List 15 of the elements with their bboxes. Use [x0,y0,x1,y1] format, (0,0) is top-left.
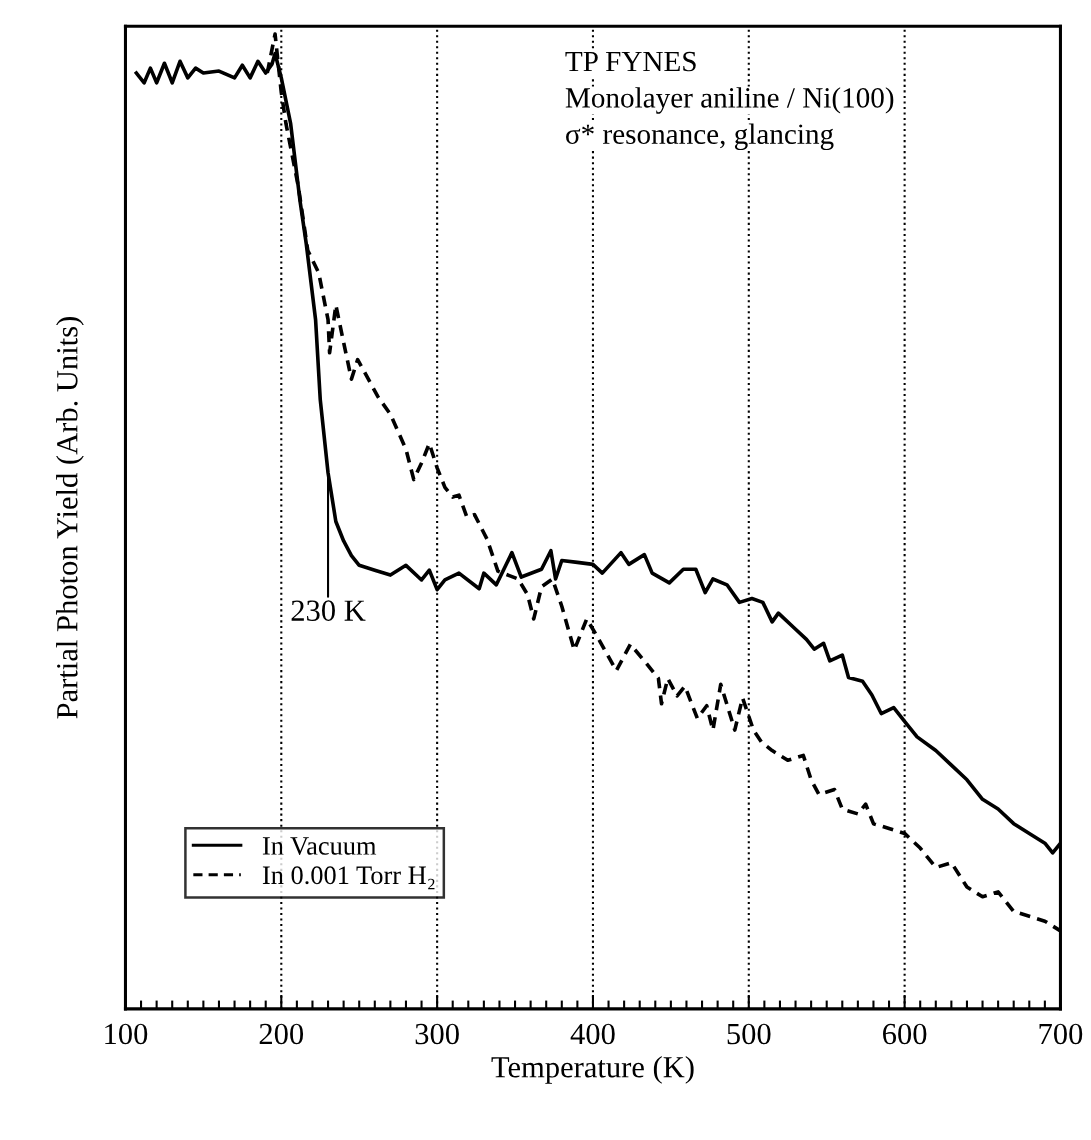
x-tick-label: 600 [883,1023,927,1045]
annotation: Monolayer aniline / Ni(100) [565,87,894,114]
x-tick-label: 200 [259,1023,304,1045]
legend-label: In Vacuum [262,837,377,855]
x-tick-label: 400 [570,1023,615,1045]
annotation: TP FYNES [565,51,696,72]
x-tick-label: 100 [105,1023,148,1045]
x-axis-title: Temperature (K) [491,1056,694,1084]
annotation: σ* resonance, glancing [566,123,834,151]
x-tick-label: 300 [415,1023,459,1045]
y-axis-title: Partial Photon Yield (Arb. Units) [56,317,84,719]
x-tick-label: 500 [727,1023,771,1045]
x-tick-label: 700 [1039,1023,1083,1045]
annotation: 230 K [291,600,366,621]
legend-label: In 0.001 Torr H₂ [262,866,435,890]
